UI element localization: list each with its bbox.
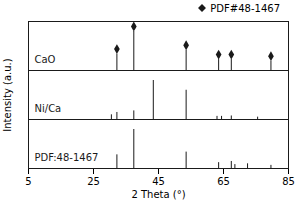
html-text:PDF#48-1467: PDF#48-1467 [210, 2, 280, 14]
svg-text:CaO: CaO [35, 54, 56, 65]
svg-text:Intensity (a.u.): Intensity (a.u.) [2, 58, 13, 131]
svg-text:5: 5 [25, 176, 31, 187]
svg-text:65: 65 [217, 176, 230, 187]
svg-text:85: 85 [282, 176, 295, 187]
svg-text:Ni/Ca: Ni/Ca [35, 103, 62, 114]
svg-text:2 Theta (°): 2 Theta (°) [131, 189, 185, 200]
svg-text:PDF:48-1467: PDF:48-1467 [35, 152, 99, 163]
svg-text:45: 45 [152, 176, 165, 187]
svg-text:25: 25 [87, 176, 100, 187]
